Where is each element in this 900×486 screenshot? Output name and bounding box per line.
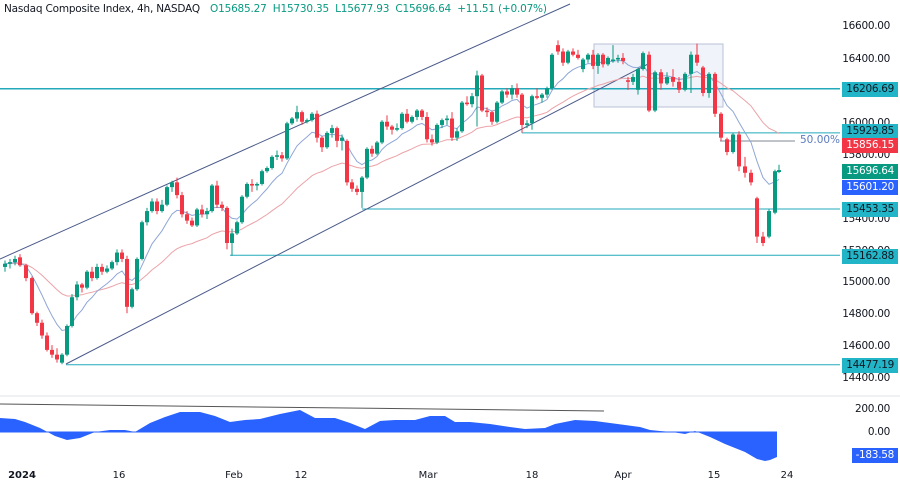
time-axis-label: 12 xyxy=(294,470,308,481)
horizontal-levels[interactable] xyxy=(0,88,840,366)
oscillator-trendline[interactable] xyxy=(0,403,605,412)
time-axis-label: Apr xyxy=(614,470,632,481)
chart-legend: Nasdaq Composite Index, 4h, NASDAQ O1568… xyxy=(4,3,547,15)
price-tick: 14800.00 xyxy=(842,308,890,320)
time-axis-label: 2024 xyxy=(8,470,36,481)
price-tick: 14400.00 xyxy=(842,372,890,384)
ohlc-change: +11.51 (+0.07%) xyxy=(457,3,547,15)
candlesticks xyxy=(3,40,781,365)
level-tag-15929: 15929.85 xyxy=(842,124,898,139)
ema-slow-line xyxy=(4,75,780,297)
symbol-title: Nasdaq Composite Index, 4h, NASDAQ xyxy=(4,3,200,15)
ema-slow-tag: 15856.15 xyxy=(842,138,898,153)
level-tag-15162: 15162.88 xyxy=(842,249,898,264)
time-axis-label: 16 xyxy=(112,470,126,481)
time-axis-label: Feb xyxy=(225,470,243,481)
price-tick: 16600.00 xyxy=(842,20,890,32)
time-axis-label: Mar xyxy=(418,470,438,481)
price-tick: 15000.00 xyxy=(842,276,890,288)
level-tag-14477: 14477.19 xyxy=(842,358,898,373)
osc-tick: 200.00 xyxy=(855,403,890,415)
time-axis-label: 15 xyxy=(707,470,721,481)
time-axis-label: 24 xyxy=(780,470,794,481)
fib-50-label: 50.00% xyxy=(800,134,841,146)
channel-lower-line[interactable] xyxy=(65,62,651,365)
ohlc-low: L15677.93 xyxy=(335,3,390,15)
ema-fast-line xyxy=(4,59,780,332)
ohlc-open: O15685.27 xyxy=(210,3,267,15)
last-price-tag: 15696.64 xyxy=(842,164,898,179)
oscillator-value-tag: -183.58 xyxy=(851,448,898,463)
ohlc-high: H15730.35 xyxy=(272,3,329,15)
level-tag-15453: 15453.35 xyxy=(842,202,898,217)
osc-tick: 0.00 xyxy=(867,426,890,438)
oscillator-area xyxy=(0,410,777,461)
price-tick: 14600.00 xyxy=(842,340,890,352)
time-axis-label: 18 xyxy=(525,470,539,481)
ohlc-close: C15696.64 xyxy=(395,3,452,15)
price-tick: 16400.00 xyxy=(842,53,890,65)
ema-fast-tag: 15601.20 xyxy=(842,180,898,195)
level-tag-16206: 16206.69 xyxy=(842,82,898,97)
